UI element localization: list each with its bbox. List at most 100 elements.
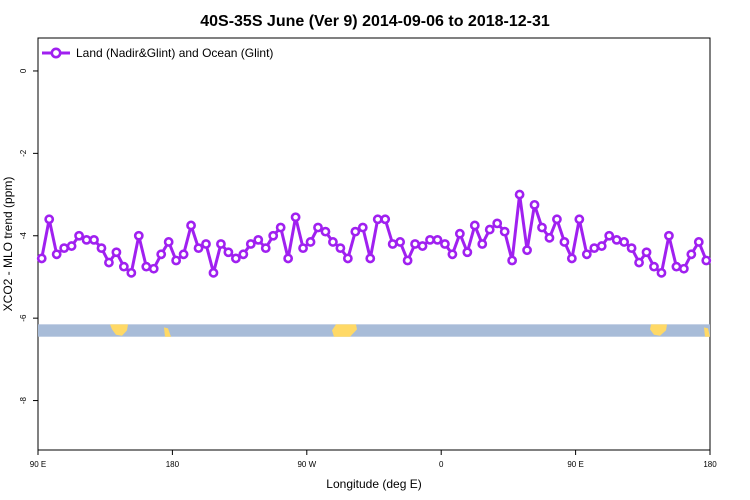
legend-marker: [50, 47, 62, 59]
data-point: [298, 243, 308, 254]
data-point: [51, 249, 62, 260]
data-point: [74, 230, 84, 241]
data-point: [440, 239, 450, 249]
data-point: [634, 257, 644, 268]
data-point: [208, 267, 219, 278]
data-point: [626, 243, 637, 254]
data-point: [604, 230, 615, 241]
data-point: [596, 241, 607, 251]
y-tick-label: -2: [19, 149, 28, 157]
data-point: [469, 220, 480, 231]
data-point: [36, 253, 47, 264]
data-point: [611, 234, 622, 245]
legend: Land (Nadir&Glint) and Ocean (Glint): [42, 46, 273, 60]
data-point: [365, 253, 376, 264]
data-point: [342, 253, 353, 264]
data-point: [96, 243, 107, 254]
series-layer: [36, 189, 712, 278]
data-point: [230, 253, 241, 264]
data-point: [313, 222, 323, 233]
data-point: [275, 222, 286, 233]
data-point: [201, 239, 211, 249]
x-axis: 90 E 180 90 W 0 90 E 180: [30, 450, 717, 469]
data-point: [66, 241, 77, 251]
data-point: [223, 247, 234, 258]
land-shape: [650, 324, 667, 336]
ocean-band: [38, 324, 710, 337]
data-point: [178, 249, 189, 260]
legend-label: Land (Nadir&Glint) and Ocean (Glint): [76, 46, 273, 60]
data-point: [216, 239, 226, 249]
land-shape: [332, 324, 357, 337]
data-point: [320, 226, 331, 237]
x-tick-label: 180: [166, 460, 180, 469]
data-point: [619, 237, 630, 247]
data-point: [133, 230, 144, 241]
data-point: [402, 255, 413, 266]
data-point: [193, 243, 204, 254]
data-point: [395, 237, 406, 247]
land-shape: [110, 324, 128, 336]
y-tick-label: -4: [19, 232, 28, 240]
data-point: [484, 224, 495, 235]
data-point: [559, 237, 570, 247]
data-point: [671, 261, 682, 272]
data-point: [417, 241, 428, 251]
chart-title: 40S-35S June (Ver 9) 2014-09-06 to 2018-…: [200, 13, 550, 30]
data-point: [290, 212, 301, 223]
data-point: [81, 234, 92, 245]
x-tick-label: 180: [703, 460, 717, 469]
data-point: [238, 249, 249, 260]
data-point: [186, 220, 196, 231]
data-point: [529, 199, 540, 210]
y-tick-label: -6: [19, 314, 28, 322]
data-point: [141, 261, 152, 272]
data-point: [544, 232, 555, 243]
x-tick-label: 90 E: [30, 460, 46, 469]
data-point: [656, 267, 667, 278]
data-point: [410, 239, 420, 249]
data-point: [537, 222, 547, 233]
data-point: [477, 239, 488, 249]
x-tick-label: 90 W: [297, 460, 316, 469]
y-tick-label: 0: [19, 68, 28, 73]
y-tick-label: -8: [19, 396, 28, 404]
data-point: [641, 247, 652, 258]
data-point: [163, 237, 174, 247]
data-point: [380, 214, 391, 225]
data-point: [693, 237, 704, 247]
data-point: [581, 249, 592, 260]
data-point: [492, 218, 503, 229]
plot-frame: [37, 37, 711, 451]
data-point: [701, 255, 712, 266]
data-point: [589, 243, 600, 254]
land-shape: [704, 327, 710, 337]
data-point: [664, 230, 674, 241]
data-point: [44, 214, 55, 225]
data-point: [499, 226, 510, 237]
data-point: [118, 261, 129, 272]
y-axis-label: XCO2 - MLO trend (ppm): [1, 177, 15, 312]
data-point: [387, 239, 398, 249]
data-point: [574, 214, 585, 225]
data-point: [156, 249, 167, 260]
data-point: [350, 226, 361, 237]
data-point: [432, 234, 443, 245]
data-point: [686, 249, 697, 260]
data-point: [104, 257, 114, 268]
data-point: [454, 228, 465, 239]
data-point: [447, 249, 458, 260]
data-point: [522, 245, 532, 256]
data-point: [357, 222, 368, 233]
data-point: [649, 261, 659, 272]
data-point: [245, 239, 256, 249]
data-point: [171, 255, 182, 266]
data-point: [462, 247, 473, 258]
x-axis-label: Longitude (deg E): [326, 477, 421, 491]
data-point: [126, 267, 137, 278]
data-point: [111, 247, 122, 258]
data-point: [514, 189, 525, 200]
y-axis: 0 -2 -4 -6 -8: [19, 68, 38, 404]
data-point: [148, 263, 159, 274]
